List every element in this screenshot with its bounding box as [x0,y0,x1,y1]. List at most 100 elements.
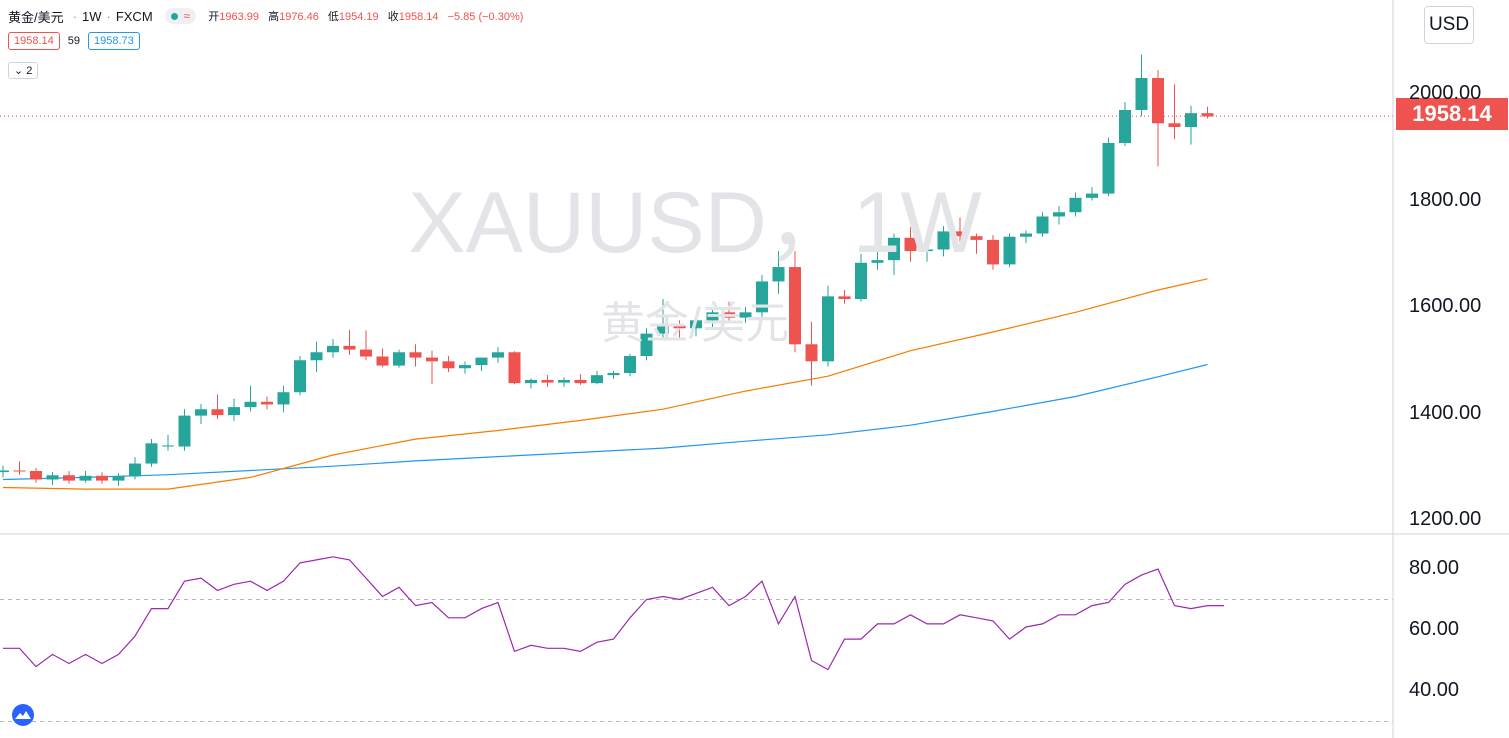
buy-price-button[interactable]: 1958.73 [88,32,140,50]
candle-body [327,345,339,353]
candle [706,307,719,329]
candle-body [63,475,75,481]
candle [739,307,752,323]
price-tick-label: 1800.00 [1409,188,1482,211]
sell-price-button[interactable]: 1958.14 [8,32,60,50]
change-value: −5.85 (−0.30%) [447,11,524,23]
candle-body [1069,197,1082,213]
candle-body [1119,109,1131,143]
candle [1020,230,1032,244]
ma-slow-line [2,363,1208,481]
candle [855,253,867,302]
candle-body [46,475,59,480]
candle [327,338,339,358]
candle-body [393,352,405,366]
candle [574,374,587,385]
candle [459,361,471,374]
candle-body [1086,193,1098,198]
candle [178,409,191,451]
candle [673,320,686,339]
candle-body [1135,78,1148,110]
ma-fast-line [2,278,1208,490]
candle [195,403,207,425]
candle-body [1053,212,1065,217]
candle-body [178,415,191,447]
candle-body [228,407,240,416]
candle-body [310,352,323,361]
candle-body [145,443,158,464]
candle-body [261,401,273,405]
candle [970,233,983,254]
candle-body [360,349,372,357]
candle [508,351,521,385]
candle-body [129,463,141,477]
candle [756,275,768,318]
market-status-pill[interactable]: ≈ [164,8,197,24]
candle-body [30,471,42,480]
candle-body [1036,216,1049,234]
candle [772,251,785,294]
symbol-name[interactable]: 黄金/美元 [8,9,64,25]
candle-body [0,470,9,473]
candle [1003,233,1016,268]
candle [789,251,801,353]
rsi-pane[interactable] [0,556,1393,722]
candle-body [574,379,587,384]
candle [409,344,422,367]
candle [277,385,290,413]
currency-button[interactable]: USD [1424,6,1474,44]
candle-body [492,352,504,358]
chevron-down-icon: ⌄ [14,65,24,77]
candle [1086,187,1098,201]
candle-body [937,231,950,250]
candle [525,378,537,389]
candle [261,396,273,410]
rsi-tick-label: 40.00 [1409,679,1460,701]
candle [1168,84,1181,140]
interval-label[interactable]: 1W [81,8,102,24]
candle [640,328,653,361]
open-value: 1963.99 [219,11,260,23]
candle [211,394,224,419]
candle-body [1152,78,1164,124]
candle-body [772,267,785,282]
candle [1152,70,1164,167]
candle-body [475,357,488,366]
candle [0,465,9,478]
indicators-collapse-button[interactable]: ⌄ 2 [8,62,39,79]
candle [492,346,504,363]
tradingview-logo-icon[interactable] [8,703,38,727]
price-tick-label: 1600.00 [1409,295,1482,317]
candle [442,355,455,372]
candle-body [1102,142,1115,194]
candle-body [508,352,521,384]
separator: · [72,8,77,24]
candle [657,299,669,339]
candle-body [277,392,290,405]
candle-body [789,267,801,345]
high-value: 1976.46 [279,11,319,23]
candle [475,357,488,371]
candle [937,226,950,257]
candle [558,377,570,387]
price-pane[interactable] [0,54,1393,490]
candle-body [211,409,224,416]
candle [888,233,900,276]
candle-body [838,296,851,300]
candle-body [954,231,966,237]
candle [1053,205,1065,225]
candle [1069,192,1082,217]
data-source: FXCM [115,8,153,24]
market-open-icon [170,12,178,20]
candle [607,370,620,379]
candle-body [244,401,257,408]
candle [426,350,438,385]
candle-body [723,312,735,318]
candle [96,472,108,484]
spread-value: 59 [67,35,81,47]
candle-body [376,356,389,366]
rsi-tick-label: 80.00 [1409,557,1460,579]
candle-body [294,360,306,393]
candle [79,471,92,483]
